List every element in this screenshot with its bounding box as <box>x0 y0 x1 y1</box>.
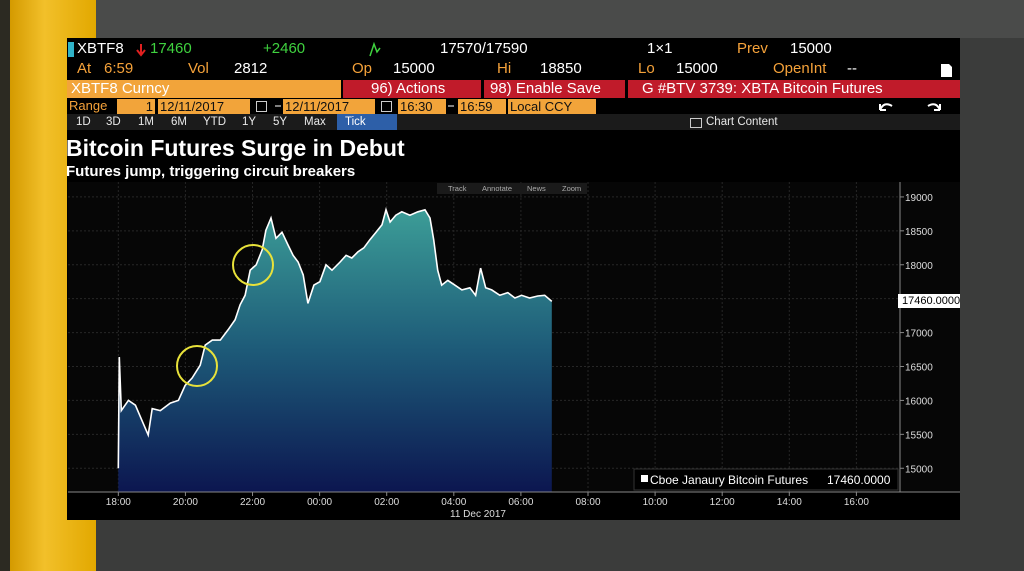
y-tick-label: 15000 <box>905 464 933 475</box>
chart-toolbar <box>437 183 587 194</box>
calendar-icon[interactable] <box>381 101 392 112</box>
price-line <box>117 207 553 469</box>
at-label: At <box>77 60 92 77</box>
tick-button[interactable]: Tick <box>345 116 366 128</box>
period-button[interactable]: Max <box>304 116 326 128</box>
chart-title: Bitcoin Futures Surge in Debut <box>66 135 405 161</box>
undo-icon[interactable] <box>879 103 893 111</box>
toolbar <box>67 114 960 130</box>
op-label: Op <box>352 60 373 77</box>
size: 1×1 <box>647 40 673 57</box>
last-price: 17460 <box>150 40 192 57</box>
highlight-circle <box>232 244 274 286</box>
period-button[interactable]: 1M <box>138 116 154 128</box>
sparkline-icon <box>369 41 381 57</box>
y-tick-label: 18000 <box>905 261 933 272</box>
export-icon[interactable] <box>941 64 952 77</box>
legend-value: 17460.0000 <box>827 473 891 487</box>
legend-entry: Cboe Janaury Bitcoin Futures <box>650 473 808 487</box>
last-price-label: 17460.0000 <box>902 295 961 308</box>
range-label: Range <box>69 98 108 113</box>
period-button[interactable]: 6M <box>171 116 187 128</box>
y-tick-label: 18500 <box>905 227 933 238</box>
start-date[interactable]: 12/11/2017 <box>158 99 250 114</box>
story-link[interactable]: G #BTV 3739: XBTA Bitcoin Futures <box>628 80 960 98</box>
period-field[interactable]: 1 <box>117 99 155 114</box>
chart-content[interactable]: Chart Content <box>706 116 778 128</box>
hi-value: 18850 <box>540 60 582 77</box>
prev-value: 15000 <box>790 40 832 57</box>
y-tick-label: 17000 <box>905 329 933 340</box>
y-tick-label: 15500 <box>905 430 933 441</box>
tool-zoom[interactable]: Zoom <box>562 184 581 193</box>
bid-ask: 17570/17590 <box>440 40 528 57</box>
x-tick-label: 12:00 <box>710 497 735 508</box>
axes: 1500015500160001650017000175001800018500… <box>106 193 933 508</box>
x-tick-label: 18:00 <box>106 497 131 508</box>
period-button[interactable]: 3D <box>106 116 121 128</box>
enable-save[interactable]: 98) Enable Save <box>484 80 625 98</box>
x-tick-label: 14:00 <box>777 497 802 508</box>
actions-menu[interactable]: 96) Actions <box>343 80 481 98</box>
hi-label: Hi <box>497 60 512 77</box>
period-button[interactable]: YTD <box>203 116 226 128</box>
y-tick-label: 19000 <box>905 193 933 204</box>
last-price-tag <box>898 294 960 309</box>
tool-annotate[interactable]: Annotate <box>482 184 512 193</box>
end-time[interactable]: 16:59 <box>458 99 506 114</box>
x-tick-label: 04:00 <box>441 497 466 508</box>
x-tick-label: 22:00 <box>240 497 265 508</box>
legend-swatch <box>641 475 648 482</box>
period-button[interactable]: 1Y <box>242 116 257 128</box>
start-time[interactable]: 16:30 <box>398 99 446 114</box>
chart-icon <box>690 118 702 128</box>
x-tick-label: 02:00 <box>374 497 399 508</box>
tick-button-bg[interactable] <box>337 114 397 130</box>
chart-subtitle: Futures jump, triggering circuit breaker… <box>66 163 355 180</box>
redo-icon[interactable] <box>927 103 941 111</box>
x-tick-label: 20:00 <box>173 497 198 508</box>
area <box>118 209 552 493</box>
oi-label: OpenInt <box>773 60 827 77</box>
x-tick-label: 16:00 <box>844 497 869 508</box>
focus-marker <box>68 42 74 57</box>
op-value: 15000 <box>393 60 435 77</box>
marks <box>117 207 553 493</box>
time: 6:59 <box>104 60 134 77</box>
oi-value: -- <box>847 60 857 77</box>
x-annotation: 11 Dec 2017 <box>450 509 506 520</box>
highlight-circle <box>176 345 218 387</box>
tool-track[interactable]: Track <box>448 184 467 193</box>
lo-label: Lo <box>638 60 655 77</box>
down-arrow <box>136 44 146 57</box>
currency-field[interactable]: Local CCY <box>508 99 596 114</box>
lo-value: 15000 <box>676 60 718 77</box>
backdrop <box>96 0 1024 38</box>
x-tick-label: 10:00 <box>643 497 668 508</box>
y-tick-label: 16500 <box>905 363 933 374</box>
legend <box>633 468 899 491</box>
net-change: +2460 <box>263 40 306 57</box>
y-tick-label: 16000 <box>905 396 933 407</box>
period-button[interactable]: 1D <box>76 116 91 128</box>
ticker: XBTF8 <box>77 40 124 57</box>
tool-news[interactable]: News <box>527 184 546 193</box>
security-field[interactable]: XBTF8 Curncy <box>67 80 341 98</box>
backdrop <box>0 0 10 571</box>
period-button[interactable]: 5Y <box>273 116 288 128</box>
calendar-icon[interactable] <box>256 101 267 112</box>
x-tick-label: 08:00 <box>575 497 600 508</box>
x-tick-label: 06:00 <box>508 497 533 508</box>
end-date[interactable]: 12/11/2017 <box>283 99 375 114</box>
vol-label: Vol <box>188 60 209 77</box>
vol-value: 2812 <box>234 60 268 77</box>
x-tick-label: 00:00 <box>307 497 332 508</box>
prev-label: Prev <box>737 40 768 57</box>
